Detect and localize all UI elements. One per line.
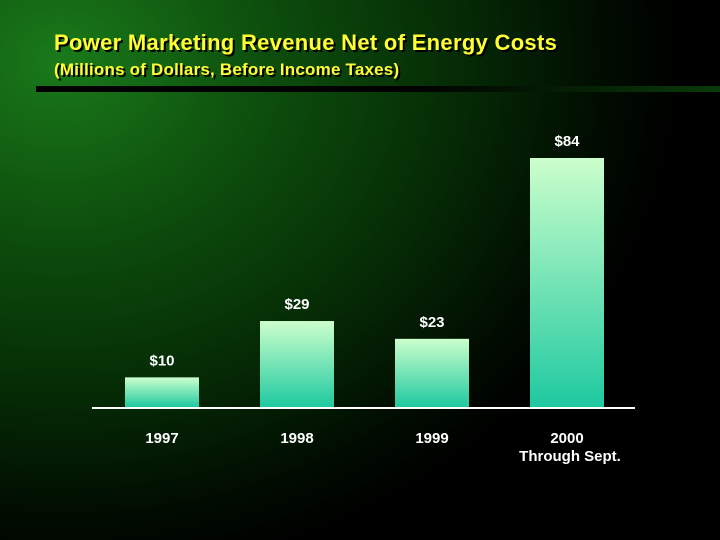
x-tick-label: 1997 <box>145 430 178 447</box>
bar-1997 <box>125 377 199 407</box>
bar-1999 <box>395 338 469 407</box>
chart-subtitle: (Millions of Dollars, Before Income Taxe… <box>54 60 400 79</box>
data-label: $29 <box>284 296 309 313</box>
x-tick-label: 1999 <box>415 430 448 447</box>
data-label: $23 <box>419 314 444 331</box>
x-tick-label: 1998 <box>280 430 313 447</box>
data-label: $84 <box>554 133 580 150</box>
bar-2000 <box>530 158 604 407</box>
title-divider <box>36 86 720 92</box>
chart-title: Power Marketing Revenue Net of Energy Co… <box>54 30 558 55</box>
x-tick-label: 2000 Through Sept. <box>519 430 621 465</box>
bar-1998 <box>260 321 334 407</box>
data-label: $10 <box>149 352 174 369</box>
